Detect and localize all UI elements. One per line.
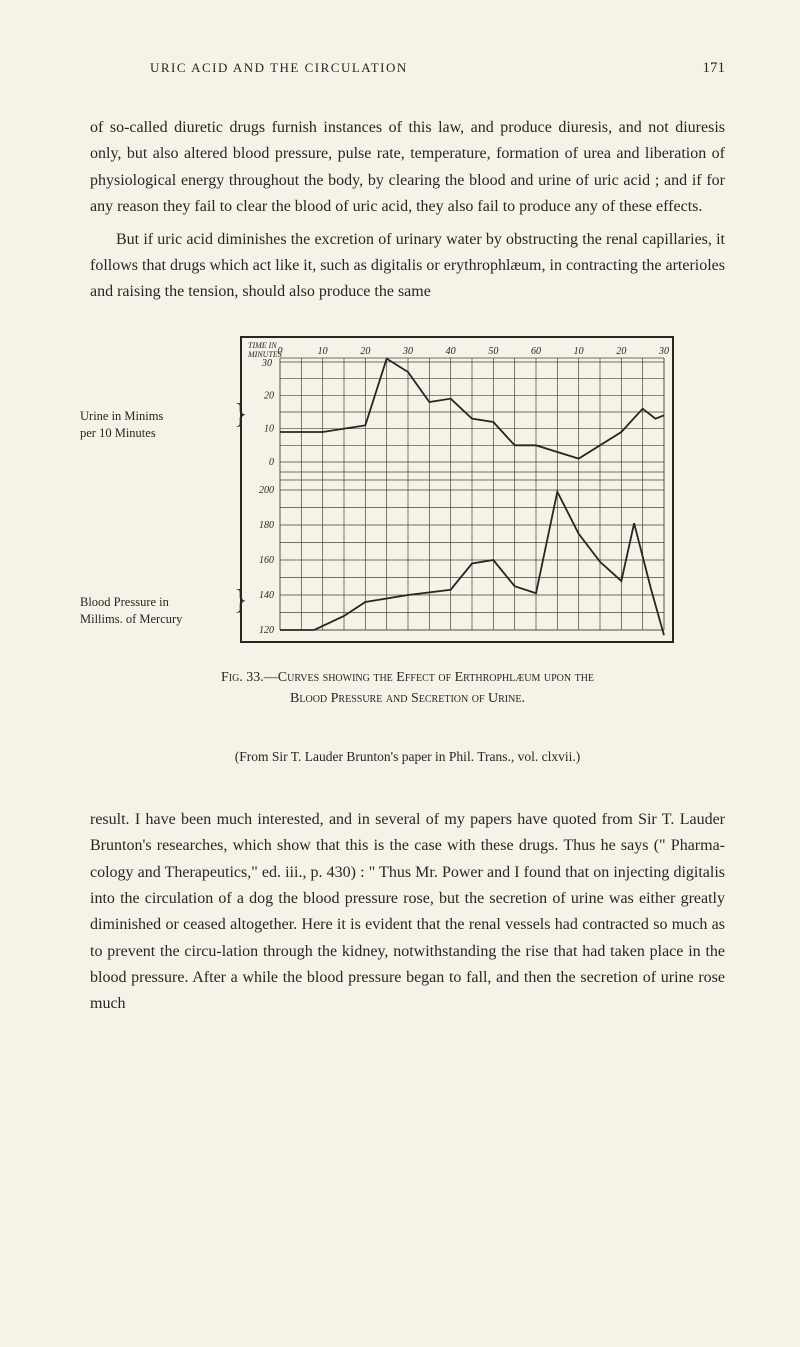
figure-33: Urine in Minims } per 10 Minutes Blood P… <box>90 336 725 643</box>
brace-icon: } <box>234 594 244 624</box>
paragraph-2: But if uric acid diminishes the excretio… <box>90 227 725 306</box>
svg-text:0: 0 <box>278 346 283 357</box>
svg-text:0: 0 <box>269 457 274 468</box>
chart-container: TIME INMINUTES01020304050601020303001020… <box>240 336 674 643</box>
urine-label: Urine in Minims } per 10 Minutes <box>80 408 226 442</box>
urine-label-line1: Urine in Minims <box>80 409 163 423</box>
blood-label-line1: Blood Pressure in <box>80 595 169 609</box>
svg-text:180: 180 <box>259 520 274 531</box>
svg-text:40: 40 <box>446 346 456 357</box>
page-header: URIC ACID AND THE CIRCULATION 171 <box>90 60 725 77</box>
svg-text:30: 30 <box>402 346 413 357</box>
svg-text:10: 10 <box>318 346 328 357</box>
svg-text:TIME IN: TIME IN <box>248 341 277 350</box>
svg-text:20: 20 <box>616 346 626 357</box>
svg-text:160: 160 <box>259 555 274 566</box>
svg-text:30: 30 <box>658 346 669 357</box>
svg-text:10: 10 <box>264 423 274 434</box>
svg-text:200: 200 <box>259 485 274 496</box>
running-header: URIC ACID AND THE CIRCULATION <box>150 60 408 77</box>
page-number: 171 <box>703 60 726 77</box>
blood-label-line2: Millims. of Mercury <box>80 612 182 626</box>
svg-text:30: 30 <box>261 358 272 369</box>
figure-caption: Fig. 33.—Curves showing the Effect of Er… <box>90 667 725 709</box>
figure-caption-sub: (From Sir T. Lauder Brunton's paper in P… <box>90 749 725 765</box>
svg-text:120: 120 <box>259 625 274 636</box>
caption-line-1a: Fig. 33.—Curves showing the Effect of Er… <box>221 670 594 685</box>
svg-text:10: 10 <box>574 346 584 357</box>
urine-label-line2: per 10 Minutes <box>80 426 156 440</box>
svg-text:60: 60 <box>531 346 541 357</box>
chart-svg: TIME INMINUTES01020304050601020303001020… <box>242 338 672 636</box>
paragraph-1: of so-called diuretic drugs furnish inst… <box>90 115 725 221</box>
blood-label: Blood Pressure in } Millims. of Mercury <box>80 594 226 628</box>
svg-text:20: 20 <box>264 390 274 401</box>
caption-line-1b: Blood Pressure and Secretion of Urine. <box>290 691 525 706</box>
svg-text:50: 50 <box>488 346 498 357</box>
brace-icon: } <box>234 408 244 438</box>
paragraph-3: result. I have been much interested, and… <box>90 807 725 1018</box>
svg-text:20: 20 <box>360 346 370 357</box>
svg-text:140: 140 <box>259 590 274 601</box>
